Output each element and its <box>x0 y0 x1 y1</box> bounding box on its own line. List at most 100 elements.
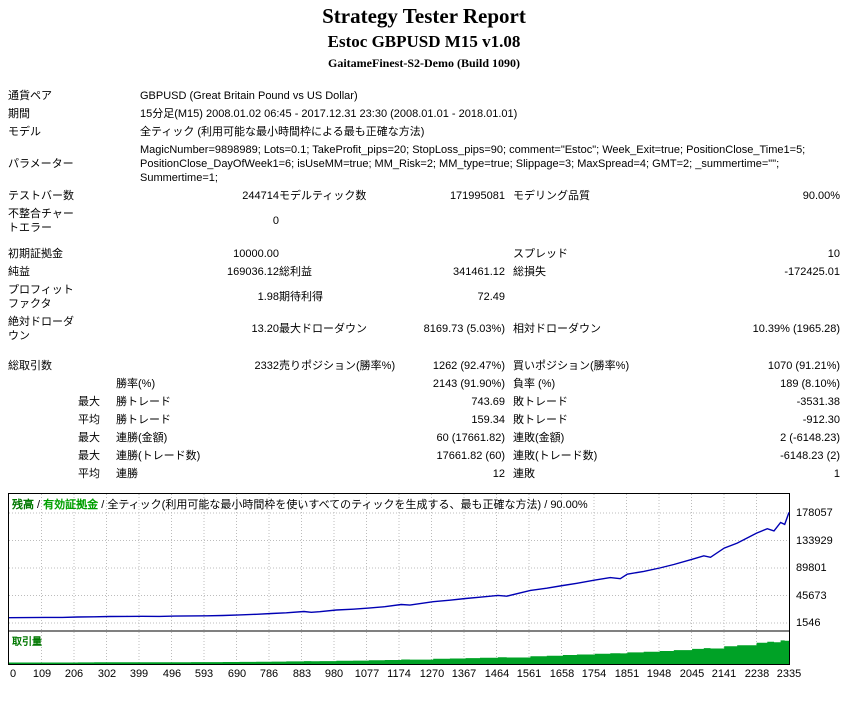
avg-consec-wins-value: 12 <box>492 468 505 480</box>
period-label: 期間 <box>8 108 30 120</box>
x-tick-label: 1658 <box>549 668 575 680</box>
row-consecutive-money: 最大 連勝(金額) 60 (17661.82) 連敗(金額) 2 (-6148.… <box>8 429 840 447</box>
report-subtitle: Estoc GBPUSD M15 v1.08 <box>327 32 521 51</box>
row-consecutive-count: 最大 連勝(トレード数) 17661.82 (60) 連敗(トレード数) -61… <box>8 447 840 465</box>
x-tick-label: 496 <box>162 668 182 680</box>
volume-label: 取引量 <box>12 637 42 648</box>
row-period: 期間 15分足(M15) 2008.01.02 06:45 - 2017.12.… <box>8 105 840 123</box>
loss-trades-value: 189 (8.10%) <box>780 378 841 390</box>
mismatch-label: 不整合チャートエラー <box>8 208 74 234</box>
stats-table: 通貨ペア GBPUSD (Great Britain Pound vs US D… <box>8 87 840 483</box>
report-header: Strategy Tester Report Estoc GBPUSD M15 … <box>0 0 848 71</box>
net-value: 169036.12 <box>227 266 279 278</box>
consec-loss-count-value: -6148.23 (2) <box>780 450 841 462</box>
total-trades-label: 総取引数 <box>8 360 52 372</box>
y-tick-label: 133929 <box>796 535 833 547</box>
gross-profit-label: 総利益 <box>279 266 312 278</box>
gross-profit-value: 341461.12 <box>453 266 505 278</box>
long-positions-label: 買いポジション(勝率%) <box>513 360 630 372</box>
period-value: 15分足(M15) 2008.01.02 06:45 - 2017.12.31 … <box>140 108 518 120</box>
x-tick-label: 2335 <box>776 668 802 680</box>
y-tick-label: 1546 <box>796 617 821 629</box>
parameters-label: パラメーター <box>8 158 74 170</box>
y-tick-label: 45673 <box>796 590 827 602</box>
consec-profit-count-label: 連勝(トレード数) <box>116 450 201 462</box>
pf-label: プロフィットファクタ <box>8 284 74 310</box>
x-tick-label: 1174 <box>387 668 411 680</box>
x-tick-label: 2045 <box>679 668 705 680</box>
avg-win-label: 勝トレード <box>116 414 171 426</box>
avg-consec-losses-label: 連敗 <box>513 468 535 480</box>
abs-dd-label: 絶対ドローダウン <box>8 316 74 342</box>
pf-value: 1.98 <box>257 291 279 303</box>
x-tick-label: 399 <box>129 668 149 680</box>
ticks-value: 171995081 <box>449 190 505 202</box>
consec-profit-count-value: 17661.82 (60) <box>436 450 506 462</box>
average-label: 平均 <box>78 414 100 426</box>
ticks-label: モデルティック数 <box>279 190 367 202</box>
abs-dd-value: 13.20 <box>251 323 279 335</box>
row-model: モデル 全ティック (利用可能な最小時間枠による最も正確な方法) <box>8 123 840 141</box>
x-tick-label: 2141 <box>711 668 737 680</box>
x-tick-label: 883 <box>292 668 312 680</box>
strategy-tester-report: Strategy Tester Report Estoc GBPUSD M15 … <box>0 0 848 687</box>
x-tick-label: 786 <box>259 668 279 680</box>
gross-loss-label: 総損失 <box>513 266 546 278</box>
row-mismatch: 不整合チャートエラー 0 <box>8 205 840 237</box>
x-tick-label: 109 <box>32 668 52 680</box>
balance-chart: 残高 / 有効証拠金 / 全ティック(利用可能な最小時間枠を使いすべてのティック… <box>8 493 848 687</box>
rel-dd-label: 相対ドローダウン <box>513 323 601 335</box>
largest-label: 最大 <box>78 396 100 408</box>
long-positions-value: 1070 (91.21%) <box>767 360 841 372</box>
row-bars: テストバー数 244714 モデルティック数 171995081 モデリング品質… <box>8 187 840 205</box>
consec-loss-count-label: 連敗(トレード数) <box>513 450 598 462</box>
average-label: 平均 <box>78 468 100 480</box>
largest-win-label: 勝トレード <box>116 396 171 408</box>
x-tick-label: 1561 <box>516 668 542 680</box>
caption-balance-label: 残高 <box>12 499 34 511</box>
row-net-profit: 純益 169036.12 総利益 341461.12 総損失 -172425.0… <box>8 263 840 281</box>
quality-label: モデリング品質 <box>513 190 590 202</box>
y-tick-label: 89801 <box>796 562 827 574</box>
consec-wins-money-label: 連勝(金額) <box>116 432 168 444</box>
chart-caption: 残高 / 有効証拠金 / 全ティック(利用可能な最小時間枠を使いすべてのティック… <box>12 496 588 512</box>
report-build: GaitameFinest-S2-Demo (Build 1090) <box>328 56 520 70</box>
max-dd-label: 最大ドローダウン <box>279 323 367 335</box>
consec-losses-money-label: 連敗(金額) <box>513 432 565 444</box>
max-dd-value: 8169.73 (5.03%) <box>423 323 505 335</box>
report-title: Strategy Tester Report <box>322 4 526 28</box>
x-tick-label: 302 <box>97 668 117 680</box>
consec-wins-money-value: 60 (17661.82) <box>436 432 506 444</box>
total-trades-value: 2332 <box>254 360 279 372</box>
row-total-trades: 総取引数 2332 売りポジション(勝率%) 1262 (92.47%) 買いポ… <box>8 357 840 375</box>
model-value: 全ティック (利用可能な最小時間枠による最も正確な方法) <box>140 126 425 138</box>
short-positions-label: 売りポジション(勝率%) <box>279 360 396 372</box>
row-win-rate: 勝率(%) 2143 (91.90%) 負率 (%) 189 (8.10%) <box>8 375 840 393</box>
mismatch-value: 0 <box>272 215 279 227</box>
deposit-label: 初期証拠金 <box>8 248 63 260</box>
max-label: 最大 <box>78 450 100 462</box>
net-label: 純益 <box>8 266 30 278</box>
caption-separator: / <box>34 499 44 511</box>
payoff-value: 72.49 <box>477 291 505 303</box>
avg-win-value: 159.34 <box>471 414 505 426</box>
profit-trades-value: 2143 (91.90%) <box>432 378 505 390</box>
row-largest-trade: 最大 勝トレード 743.69 敗トレード -3531.38 <box>8 393 840 411</box>
max-label: 最大 <box>78 432 100 444</box>
row-profit-factor: プロフィットファクタ 1.98 期待利得 72.49 <box>8 281 840 313</box>
model-label: モデル <box>8 126 41 138</box>
caption-equity-label: 有効証拠金 <box>43 499 99 511</box>
spread-value: 10 <box>827 248 841 260</box>
row-parameters: パラメーター MagicNumber=9898989; Lots=0.1; Ta… <box>8 141 840 187</box>
x-tick-label: 593 <box>194 668 214 680</box>
profit-trades-label: 勝率(%) <box>116 378 156 390</box>
x-tick-label: 1851 <box>614 668 640 680</box>
avg-loss-value: -912.30 <box>802 414 841 426</box>
largest-win-value: 743.69 <box>471 396 505 408</box>
symbol-value: GBPUSD (Great Britain Pound vs US Dollar… <box>140 90 358 102</box>
parameters-value: MagicNumber=9898989; Lots=0.1; TakeProfi… <box>140 144 806 184</box>
quality-value: 90.00% <box>802 190 841 202</box>
deposit-value: 10000.00 <box>233 248 279 260</box>
loss-trades-label: 負率 (%) <box>513 378 556 390</box>
x-tick-label: 1948 <box>646 668 672 680</box>
